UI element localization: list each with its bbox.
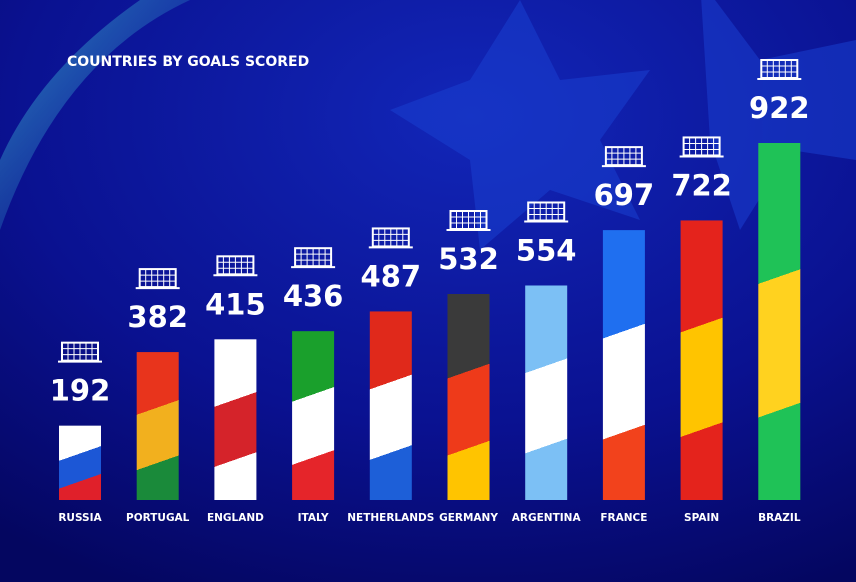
stars	[390, 0, 856, 250]
value-label: 722	[671, 168, 732, 202]
x-tick-label: GERMANY	[439, 512, 498, 524]
goal-icon	[601, 146, 646, 168]
bar	[447, 294, 490, 500]
bar	[214, 339, 257, 500]
goal-icon	[446, 210, 491, 232]
value-label: 532	[438, 242, 499, 276]
goal-icon	[291, 247, 336, 269]
value-label: 922	[749, 91, 810, 125]
ribbon	[0, 0, 190, 230]
x-tick-label: BRAZIL	[758, 512, 801, 524]
bar	[525, 285, 568, 500]
goal-icon	[135, 268, 180, 290]
bar	[292, 331, 335, 500]
x-tick-label: ENGLAND	[207, 512, 264, 524]
x-tick-label: PORTUGAL	[126, 512, 190, 524]
value-label: 382	[127, 300, 188, 334]
goal-icon	[524, 201, 569, 223]
x-tick-label: SPAIN	[684, 512, 719, 524]
value-label: 554	[516, 233, 577, 267]
bar	[680, 220, 723, 500]
bar	[136, 352, 179, 500]
goal-icon	[213, 255, 258, 277]
goal-icon	[368, 227, 413, 249]
value-label: 415	[205, 287, 266, 321]
x-tick-label: FRANCE	[600, 512, 647, 524]
bar	[758, 143, 801, 500]
goal-icon	[679, 136, 724, 158]
bar	[602, 230, 645, 500]
bar	[369, 311, 412, 500]
value-label: 436	[283, 279, 344, 313]
x-tick-label: ARGENTINA	[512, 512, 582, 524]
x-tick-label: NETHERLANDS	[347, 512, 434, 524]
value-label: 487	[361, 259, 422, 293]
value-label: 192	[50, 374, 111, 408]
goal-icon	[757, 59, 802, 80]
value-label: 697	[594, 178, 655, 212]
bar	[59, 425, 101, 500]
chart-title: COUNTRIES BY GOALS SCORED	[67, 54, 309, 70]
x-tick-label: ITALY	[298, 512, 329, 524]
goal-icon	[58, 341, 102, 363]
x-tick-label: RUSSIA	[58, 512, 102, 524]
